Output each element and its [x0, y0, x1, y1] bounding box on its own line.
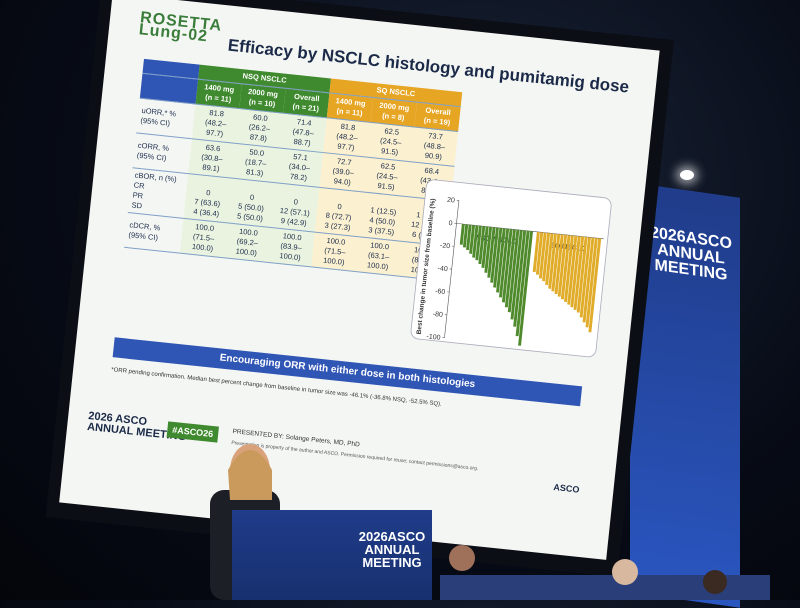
panelist	[449, 545, 475, 571]
panelist	[612, 559, 638, 585]
panelist	[703, 570, 727, 594]
podium: 2026ASCO ANNUAL MEETING	[232, 510, 432, 600]
podium-text: 2026ASCO ANNUAL MEETING	[352, 530, 432, 569]
